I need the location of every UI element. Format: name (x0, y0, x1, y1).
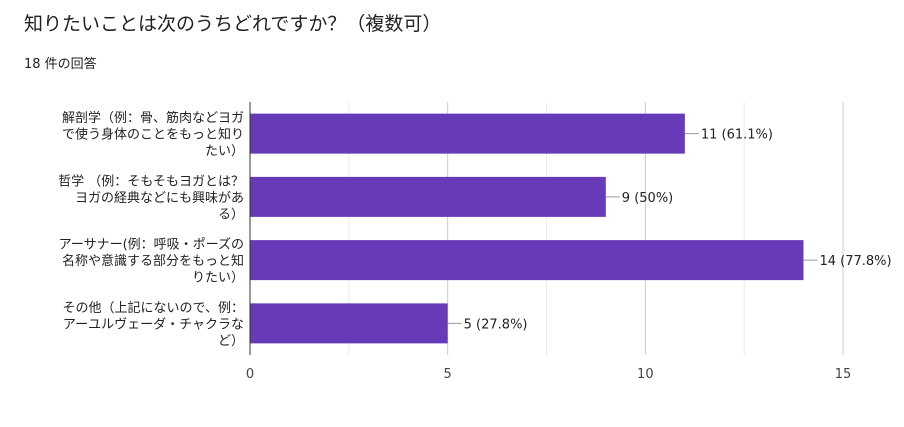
category-label: りたい） (192, 271, 244, 286)
category-label: る） (218, 207, 244, 222)
data-label: 14 (77.8%) (819, 254, 891, 269)
data-label: 9 (50%) (622, 191, 673, 206)
category-label: ど） (218, 334, 244, 349)
category-label: 名称や意識する部分をもっと知 (62, 253, 244, 269)
data-label: 5 (27.8%) (464, 317, 528, 332)
category-label: その他（上記にないので、例： (63, 300, 244, 316)
data-label: 11 (61.1%) (701, 128, 773, 143)
bar-2 (250, 240, 804, 281)
category-label: ヨガの経典などにも興味があ (75, 191, 244, 206)
bar-0 (250, 113, 685, 154)
question-title: 知りたいことは次のうちどれですか？（複数可） (24, 13, 442, 35)
response-count: 18 件の回答 (24, 57, 97, 72)
bar-3 (250, 303, 448, 344)
x-tick-label: 0 (246, 367, 254, 382)
category-label: アーサナー(例：呼吸・ポーズの (59, 237, 244, 253)
category-label: アーユルヴェーダ・チャクラな (63, 316, 244, 332)
category-label: 解剖学（例：骨、筋肉などヨガ (62, 110, 244, 126)
x-tick-label: 10 (637, 367, 654, 382)
x-tick-label: 5 (444, 367, 452, 382)
x-tick-label: 15 (835, 367, 852, 382)
category-label: で使う身体のことをもっと知り (62, 127, 244, 143)
category-label: 哲学 （例：そもそもヨガとは？ (58, 173, 244, 189)
bar-1 (250, 176, 606, 217)
category-label: たい） (205, 144, 244, 159)
